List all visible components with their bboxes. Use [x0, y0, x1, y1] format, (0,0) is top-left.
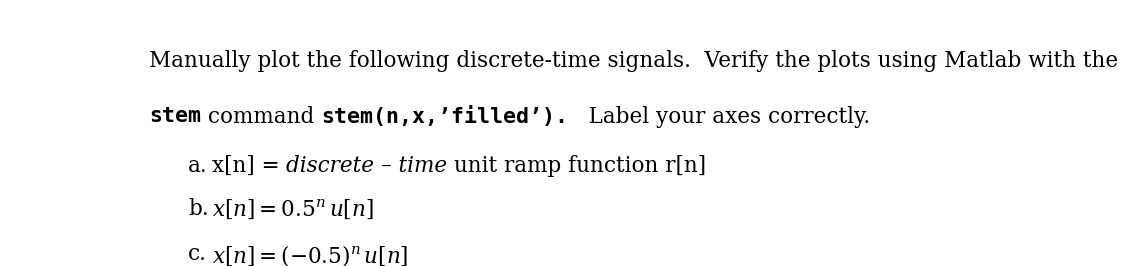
- Text: discrete – time: discrete – time: [286, 155, 447, 177]
- Text: Manually plot the following discrete-time signals.  Verify the plots using Matla: Manually plot the following discrete-tim…: [149, 50, 1119, 72]
- Text: command: command: [201, 106, 321, 128]
- Text: $x[n]=(-0.5)^n\,u[n]$: $x[n]=(-0.5)^n\,u[n]$: [212, 243, 408, 266]
- Text: $x[n]=0.5^n\,u[n]$: $x[n]=0.5^n\,u[n]$: [212, 198, 373, 221]
- Text: Label your axes correctly.: Label your axes correctly.: [568, 106, 870, 128]
- Text: b.: b.: [189, 198, 209, 220]
- Text: unit ramp function r[n]: unit ramp function r[n]: [447, 155, 706, 177]
- Text: c.: c.: [189, 243, 207, 265]
- Text: stem(n,x,’filled’).: stem(n,x,’filled’).: [321, 106, 568, 127]
- Text: x[n] =: x[n] =: [212, 155, 286, 177]
- Text: stem: stem: [149, 106, 201, 126]
- Text: a.: a.: [189, 155, 208, 177]
